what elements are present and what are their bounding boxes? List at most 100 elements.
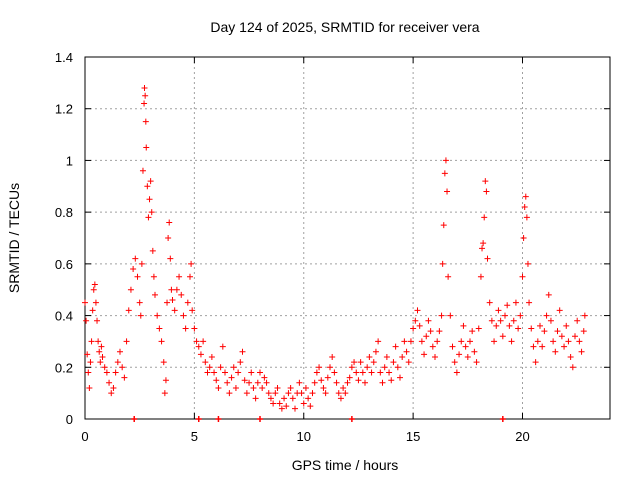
data-point — [90, 286, 97, 293]
data-point — [581, 312, 588, 319]
data-point — [456, 351, 463, 358]
data-points — [82, 85, 588, 422]
data-point — [261, 374, 268, 381]
data-point — [499, 416, 506, 422]
data-point — [246, 379, 253, 386]
data-point — [370, 359, 377, 366]
data-point — [239, 348, 246, 355]
data-point — [85, 369, 92, 376]
data-point — [377, 369, 384, 376]
data-point — [302, 384, 309, 391]
data-point — [359, 369, 366, 376]
x-tick-label: 15 — [406, 429, 420, 444]
data-point — [152, 291, 158, 298]
data-point — [414, 307, 421, 314]
data-point — [390, 359, 397, 366]
data-point — [410, 325, 417, 332]
data-point — [92, 299, 99, 306]
data-point — [119, 364, 126, 371]
data-point — [351, 359, 358, 366]
data-point — [87, 359, 94, 366]
data-point — [89, 307, 96, 314]
data-point — [493, 322, 500, 329]
data-point — [154, 312, 161, 319]
data-point — [305, 395, 312, 402]
x-tick-labels: 0 5 10 15 20 — [81, 429, 529, 444]
data-point — [98, 343, 105, 350]
data-point — [322, 390, 329, 397]
data-point — [281, 395, 288, 402]
data-point — [453, 369, 460, 376]
data-point — [257, 369, 263, 376]
data-point — [166, 219, 173, 226]
data-point — [241, 377, 248, 384]
data-point — [526, 299, 533, 306]
data-point — [324, 374, 331, 381]
data-point — [366, 353, 373, 360]
data-point — [567, 353, 574, 360]
data-point — [141, 85, 148, 92]
data-point — [274, 384, 281, 391]
data-point — [141, 100, 148, 107]
data-point — [211, 369, 218, 376]
data-point — [164, 299, 171, 306]
data-point — [523, 214, 530, 221]
data-point — [469, 328, 476, 335]
data-point — [162, 377, 169, 384]
y-tick-label: 0.4 — [55, 309, 73, 324]
data-point — [331, 369, 338, 376]
data-point — [421, 351, 428, 358]
data-point — [340, 384, 347, 391]
data-point — [473, 359, 480, 366]
x-tick-label: 20 — [515, 429, 529, 444]
data-point — [222, 369, 228, 376]
data-point — [479, 245, 486, 252]
data-point — [289, 395, 296, 402]
data-point — [392, 343, 399, 350]
y-tick-label: 0.2 — [55, 360, 73, 375]
data-point — [148, 209, 155, 216]
data-point — [522, 193, 529, 200]
data-point — [403, 348, 410, 355]
y-tick-label: 1 — [66, 153, 73, 168]
data-point — [569, 364, 576, 371]
data-point — [127, 286, 134, 293]
data-point — [458, 338, 465, 345]
data-point — [121, 374, 128, 381]
data-point — [547, 317, 554, 324]
data-point — [117, 348, 123, 355]
data-point — [195, 416, 202, 422]
data-point — [418, 338, 425, 345]
data-point — [257, 416, 263, 422]
y-tick-label: 0.8 — [55, 205, 73, 220]
data-point — [144, 183, 151, 190]
data-point — [182, 325, 189, 332]
data-point — [497, 317, 504, 324]
data-point — [445, 273, 452, 280]
data-point — [539, 343, 546, 350]
data-point — [504, 302, 511, 309]
data-point — [348, 416, 355, 422]
data-point — [451, 359, 458, 366]
data-point — [530, 343, 537, 350]
data-point — [112, 369, 119, 376]
data-point — [248, 369, 255, 376]
data-point — [134, 273, 141, 280]
data-point — [574, 317, 581, 324]
data-point — [123, 338, 130, 345]
data-point — [543, 312, 550, 319]
data-point — [475, 325, 482, 332]
data-point — [160, 359, 167, 366]
data-point — [381, 364, 388, 371]
data-point — [444, 188, 451, 195]
data-point — [311, 379, 318, 386]
data-point — [554, 328, 561, 335]
data-point — [267, 395, 274, 402]
data-point — [146, 196, 153, 203]
data-point — [561, 343, 568, 350]
data-point — [287, 384, 294, 391]
data-point — [438, 312, 445, 319]
data-point — [228, 374, 235, 381]
data-point — [412, 317, 419, 324]
data-point — [145, 214, 152, 221]
